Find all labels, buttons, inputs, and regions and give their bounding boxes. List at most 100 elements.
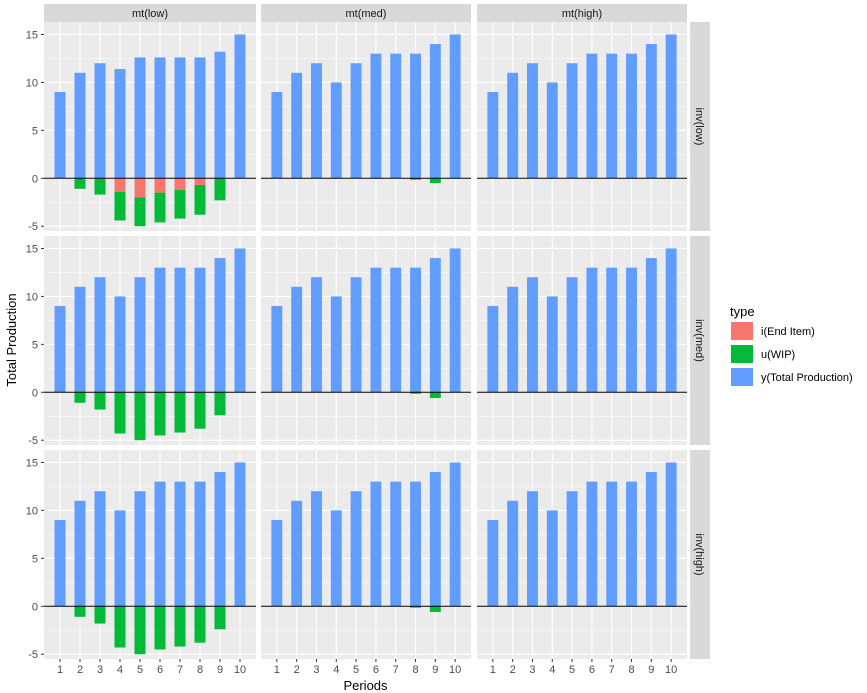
bar-y(Total Production) <box>626 481 637 607</box>
bar-y(Total Production) <box>74 72 86 179</box>
bar-u(WIP) <box>74 606 86 617</box>
y-tick-label: 15 <box>26 457 38 469</box>
bar-y(Total Production) <box>370 53 382 179</box>
bar-y(Total Production) <box>429 258 441 393</box>
x-tick-label: 5 <box>569 664 575 676</box>
bar-y(Total Production) <box>94 63 106 179</box>
bar-y(Total Production) <box>271 519 283 607</box>
bar-y(Total Production) <box>271 305 283 393</box>
bar-y(Total Production) <box>606 53 618 179</box>
x-tick-label: 3 <box>97 664 103 676</box>
bar-y(Total Production) <box>390 53 402 179</box>
bar-y(Total Production) <box>449 462 461 607</box>
bar-y(Total Production) <box>74 286 86 393</box>
bar-y(Total Production) <box>154 481 166 607</box>
bar-y(Total Production) <box>154 57 166 179</box>
facet-label-mt(high): mt(high) <box>562 8 602 20</box>
bar-y(Total Production) <box>665 462 677 607</box>
bar-y(Total Production) <box>234 462 246 607</box>
x-axis-title: Periods <box>343 678 388 693</box>
bar-y(Total Production) <box>507 500 519 607</box>
bar-u(WIP) <box>134 197 146 227</box>
bar-y(Total Production) <box>174 481 186 607</box>
y-tick-label: 5 <box>32 125 38 137</box>
bar-i(End Item) <box>114 178 126 192</box>
bar-y(Total Production) <box>370 481 382 607</box>
x-tick-label: 4 <box>117 664 123 676</box>
bar-u(WIP) <box>194 392 206 429</box>
bar-y(Total Production) <box>330 296 342 393</box>
bar-y(Total Production) <box>507 286 519 393</box>
y-tick-label: -5 <box>28 221 38 233</box>
bar-y(Total Production) <box>665 34 677 179</box>
y-tick-label: 15 <box>26 29 38 41</box>
bar-y(Total Production) <box>174 267 186 393</box>
x-tick-label: 6 <box>157 664 163 676</box>
bar-u(WIP) <box>410 606 421 608</box>
bar-u(WIP) <box>174 606 186 647</box>
facet-label-inv(med): inv(med) <box>693 319 705 362</box>
bar-u(WIP) <box>74 178 86 189</box>
x-tick-label: 8 <box>412 664 418 676</box>
bar-y(Total Production) <box>350 277 362 393</box>
bar-y(Total Production) <box>234 34 246 179</box>
bar-y(Total Production) <box>410 481 421 607</box>
bar-u(WIP) <box>114 392 126 434</box>
x-tick-label: 9 <box>432 664 438 676</box>
bar-y(Total Production) <box>311 63 322 179</box>
x-tick-label: 7 <box>393 664 399 676</box>
bar-u(WIP) <box>174 189 186 219</box>
bar-y(Total Production) <box>234 248 246 393</box>
bar-y(Total Production) <box>449 34 461 179</box>
legend-label-y(Total Production): y(Total Production) <box>761 372 853 384</box>
facet-strip-inv(med) <box>690 236 710 445</box>
y-axis-title: Total Production <box>4 293 19 386</box>
facet-strip-inv(high) <box>690 450 710 659</box>
bar-u(WIP) <box>174 392 186 433</box>
legend-key-i(End Item) <box>731 322 753 340</box>
y-tick-label: 10 <box>26 77 38 89</box>
bar-i(End Item) <box>194 178 206 185</box>
bar-y(Total Production) <box>194 267 206 393</box>
bar-y(Total Production) <box>330 82 342 179</box>
bar-y(Total Production) <box>606 267 618 393</box>
bar-y(Total Production) <box>330 510 342 607</box>
bar-y(Total Production) <box>114 296 126 393</box>
bar-y(Total Production) <box>487 91 499 179</box>
bar-y(Total Production) <box>311 277 322 393</box>
bar-y(Total Production) <box>586 53 598 179</box>
bar-i(End Item) <box>134 178 146 198</box>
bar-u(WIP) <box>429 392 441 399</box>
bar-y(Total Production) <box>214 51 226 179</box>
facet-label-inv(low): inv(low) <box>693 108 705 146</box>
bar-y(Total Production) <box>214 472 226 607</box>
y-tick-label: -5 <box>28 649 38 661</box>
bar-y(Total Production) <box>114 510 126 607</box>
y-tick-label: 0 <box>32 173 38 185</box>
x-tick-label: 6 <box>373 664 379 676</box>
bar-y(Total Production) <box>291 500 303 607</box>
facet-strip-inv(low) <box>690 22 710 231</box>
bar-y(Total Production) <box>291 72 303 179</box>
x-tick-label: 4 <box>549 664 555 676</box>
bar-u(WIP) <box>194 606 206 643</box>
x-tick-label: 1 <box>57 664 63 676</box>
facet-label-inv(high): inv(high) <box>693 533 705 575</box>
y-tick-label: 5 <box>32 553 38 565</box>
bar-y(Total Production) <box>566 63 578 179</box>
bar-u(WIP) <box>94 178 106 195</box>
bar-u(WIP) <box>214 178 226 201</box>
bar-y(Total Production) <box>507 72 519 179</box>
y-tick-label: -5 <box>28 435 38 447</box>
bar-y(Total Production) <box>665 248 677 393</box>
bar-y(Total Production) <box>390 481 402 607</box>
bar-y(Total Production) <box>566 277 578 393</box>
x-tick-label: 1 <box>274 664 280 676</box>
bar-u(WIP) <box>114 606 126 648</box>
x-tick-label: 8 <box>197 664 203 676</box>
bar-y(Total Production) <box>94 491 106 607</box>
bar-u(WIP) <box>94 392 106 410</box>
bar-y(Total Production) <box>350 63 362 179</box>
bar-u(WIP) <box>154 392 166 436</box>
